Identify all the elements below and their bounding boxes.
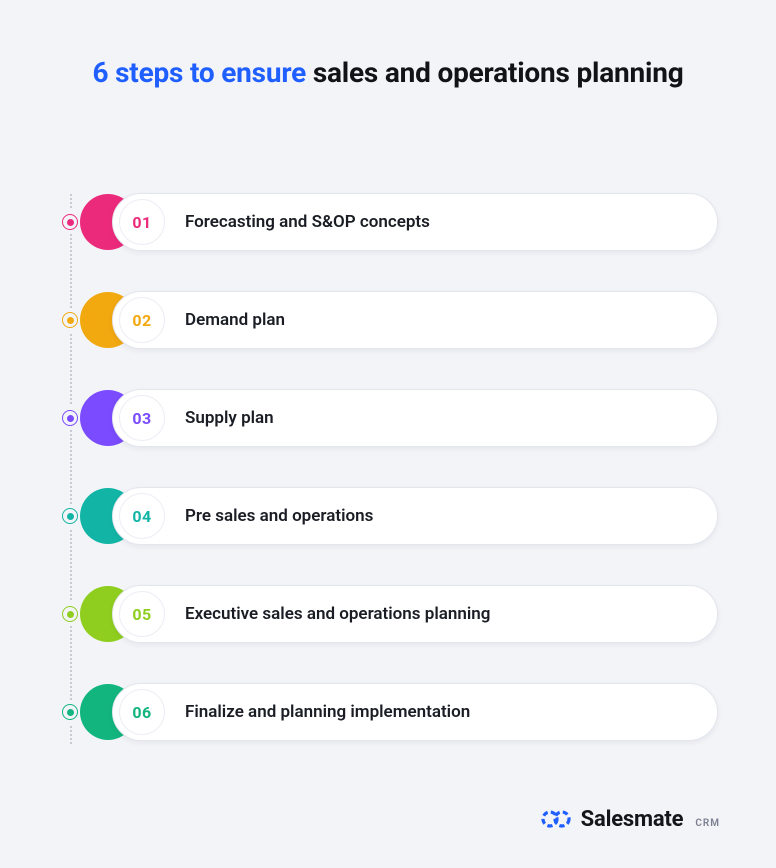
step-pill: 02 Demand plan [112,291,718,349]
step-pill: 06 Finalize and planning implementation [112,683,718,741]
brand-name: Salesmate [581,807,684,832]
title-rest: sales and operations planning [306,56,683,89]
step-label: Forecasting and S&OP concepts [173,212,430,232]
step-row: 02 Demand plan [58,288,718,352]
step-row: 06 Finalize and planning implementation [58,680,718,744]
timeline-dot [58,406,82,430]
steps-area: 01 Forecasting and S&OP concepts 02 Demand … [58,190,718,748]
step-number-badge: 02 [119,297,165,343]
title-block: 6 steps to ensure sales and operations p… [0,0,776,92]
step-row: 05 Executive sales and operations plannin… [58,582,718,646]
step-pointer [90,386,112,450]
step-number-badge: 03 [119,395,165,441]
step-label: Demand plan [173,310,285,330]
brand-suffix: CRM [695,818,720,829]
timeline-line [70,194,72,744]
step-pill: 05 Executive sales and operations plannin… [112,585,718,643]
step-pointer [90,680,112,744]
step-row: 01 Forecasting and S&OP concepts [58,190,718,254]
step-row: 03 Supply plan [58,386,718,450]
step-pill: 03 Supply plan [112,389,718,447]
step-label: Pre sales and operations [173,506,373,526]
step-pill: 01 Forecasting and S&OP concepts [112,193,718,251]
timeline-dot [58,602,82,626]
timeline-dot [58,700,82,724]
timeline-dot [58,308,82,332]
step-number-badge: 05 [119,591,165,637]
step-number-badge: 01 [119,199,165,245]
brand-icon [541,809,571,829]
brand-block: Salesmate CRM [541,806,720,832]
step-pointer [90,288,112,352]
title-accent: 6 steps to ensure [93,56,307,89]
page-title: 6 steps to ensure sales and operations p… [60,54,716,92]
step-row: 04 Pre sales and operations [58,484,718,548]
step-pointer [90,582,112,646]
step-label: Finalize and planning implementation [173,702,470,722]
step-pointer [90,484,112,548]
step-number-badge: 06 [119,689,165,735]
step-label: Supply plan [173,408,274,428]
step-number-badge: 04 [119,493,165,539]
timeline-dot [58,210,82,234]
step-label: Executive sales and operations planning [173,604,490,624]
step-pill: 04 Pre sales and operations [112,487,718,545]
step-pointer [90,190,112,254]
timeline-dot [58,504,82,528]
